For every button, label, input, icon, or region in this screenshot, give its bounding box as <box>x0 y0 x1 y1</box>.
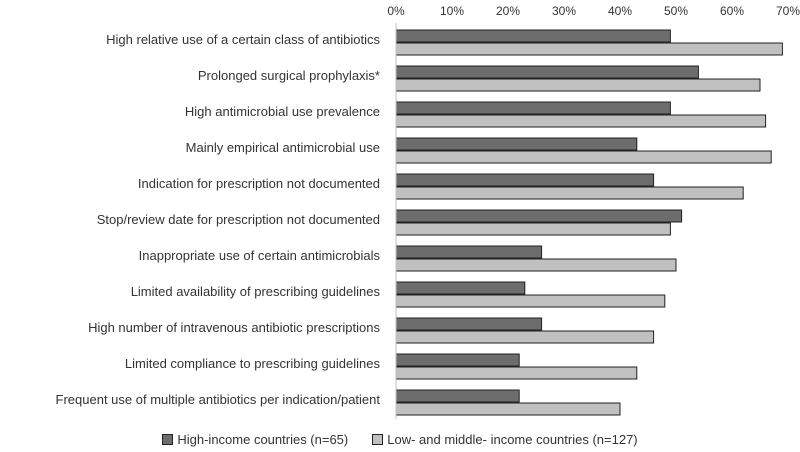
category-label: Prolonged surgical prophylaxis* <box>198 68 380 83</box>
legend: High-income countries (n=65) Low- and mi… <box>0 432 800 447</box>
bar-high-income <box>395 29 671 43</box>
bar-lmic <box>395 114 767 128</box>
x-tick-label: 0% <box>387 4 405 18</box>
bar-high-income <box>395 173 655 187</box>
x-tick-label: 60% <box>720 4 744 18</box>
bar-high-income <box>395 389 520 403</box>
category-label: Stop/review date for prescription not do… <box>97 212 380 227</box>
bar-lmic <box>395 186 744 200</box>
bar-lmic <box>395 42 783 56</box>
x-axis-ticks: 0% 10% 20% 30% 40% 50% 60% 70% <box>387 4 800 18</box>
bar-high-income <box>395 137 638 151</box>
x-tick-label: 40% <box>608 4 632 18</box>
bar-lmic <box>395 366 638 380</box>
category-label: Mainly empirical antimicrobial use <box>186 140 380 155</box>
bar-high-income <box>395 317 543 331</box>
x-tick-label: 10% <box>440 4 464 18</box>
category-label: High relative use of a certain class of … <box>106 32 380 47</box>
legend-swatch-high-income <box>162 434 174 445</box>
legend-item-high-income: High-income countries (n=65) <box>162 432 348 447</box>
category-label: High number of intravenous antibiotic pr… <box>88 320 380 335</box>
bar-lmic <box>395 294 666 308</box>
bar-lmic <box>395 330 655 344</box>
category-label: Indication for prescription not document… <box>138 176 380 191</box>
legend-item-lmic: Low- and middle- income countries (n=127… <box>372 432 638 447</box>
bars <box>395 29 783 416</box>
bar-lmic <box>395 222 671 236</box>
legend-swatch-lmic <box>372 434 384 445</box>
x-tick-label: 50% <box>664 4 688 18</box>
bar-high-income <box>395 353 520 367</box>
bar-high-income <box>395 281 526 295</box>
legend-label-high-income: High-income countries (n=65) <box>177 432 349 447</box>
x-tick-label: 70% <box>776 4 800 18</box>
category-label: Frequent use of multiple antibiotics per… <box>56 392 381 407</box>
category-label: Limited compliance to prescribing guidel… <box>125 356 381 371</box>
category-label: Limited availability of prescribing guid… <box>131 284 381 299</box>
bar-high-income <box>395 101 671 115</box>
bar-lmic <box>395 150 772 164</box>
legend-label-lmic: Low- and middle- income countries (n=127… <box>387 432 638 447</box>
bar-lmic <box>395 402 621 416</box>
x-tick-label: 30% <box>552 4 576 18</box>
bar-lmic <box>395 78 761 92</box>
bar-high-income <box>395 65 699 79</box>
bar-high-income <box>395 209 683 223</box>
bar-lmic <box>395 258 677 272</box>
category-label: High antimicrobial use prevalence <box>185 104 380 119</box>
bar-chart: 0% 10% 20% 30% 40% 50% 60% 70% High relative us… <box>56 4 800 419</box>
bar-high-income <box>395 245 543 259</box>
x-tick-label: 20% <box>496 4 520 18</box>
category-label: Inappropriate use of certain antimicrobi… <box>139 248 381 263</box>
category-labels: High relative use of a certain class of … <box>56 32 381 407</box>
